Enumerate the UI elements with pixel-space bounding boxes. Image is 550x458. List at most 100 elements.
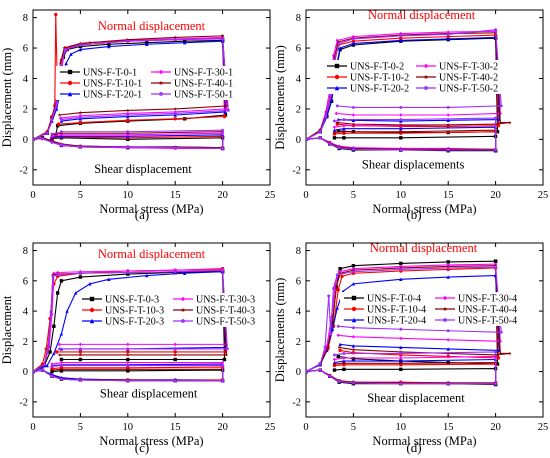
data-point-marker	[59, 117, 64, 121]
data-point-marker	[78, 117, 83, 121]
x-tick-label: 25	[538, 190, 549, 201]
data-point-marker	[40, 368, 45, 372]
data-point-marker	[173, 378, 177, 383]
legend-swatch-marker	[89, 296, 95, 302]
x-tick-label: 15	[443, 190, 454, 201]
legend-swatch-marker	[67, 69, 73, 75]
data-point-marker	[126, 350, 130, 354]
data-point-marker	[220, 363, 225, 367]
data-point-marker	[220, 268, 225, 272]
y-tick-label: 8	[23, 246, 28, 257]
data-point-marker	[220, 34, 225, 38]
data-point-marker	[220, 37, 225, 41]
data-point-marker	[126, 353, 130, 357]
data-point-marker	[351, 335, 356, 339]
data-point-marker	[78, 350, 83, 354]
panel-caption: (c)	[135, 440, 149, 455]
data-point-marker	[58, 61, 63, 65]
data-point-marker	[446, 275, 450, 279]
data-point-marker	[173, 270, 177, 274]
series-line-normal_unload	[61, 41, 227, 122]
x-tick-label: 20	[217, 190, 228, 201]
data-point-marker	[446, 329, 450, 333]
x-tick-label: 20	[490, 190, 501, 201]
data-point-marker	[126, 342, 130, 347]
data-point-marker	[59, 119, 64, 123]
panel-caption: (b)	[406, 207, 421, 222]
data-point-marker	[399, 126, 403, 131]
data-point-marker	[508, 120, 512, 125]
data-point-marker	[336, 288, 340, 292]
data-point-marker	[508, 351, 512, 355]
series-line-normal_unload	[338, 264, 501, 342]
series-group	[306, 259, 512, 387]
data-point-marker	[342, 126, 346, 131]
data-point-marker	[145, 273, 149, 278]
y-axis-label: Displacements (mm)	[273, 278, 287, 383]
data-point-marker	[50, 362, 54, 366]
data-point-marker	[126, 114, 130, 119]
data-point-marker	[338, 342, 342, 347]
data-point-marker	[446, 266, 450, 270]
chart-panel-a: 0 5 10 15 20 25 -2 0 2 4 6 8 Normal stress (MPa) Disp…	[0, 9, 276, 222]
data-point-marker	[342, 356, 346, 360]
x-tick-label: 25	[538, 422, 549, 433]
legend-label: UNS-F-T-20-1	[83, 90, 142, 101]
data-point-marker	[351, 39, 356, 43]
legend-item: UNS-F-T-40-2	[416, 73, 498, 84]
data-point-marker	[55, 107, 59, 111]
data-point-marker	[173, 357, 177, 362]
legend-item: UNS-F-T-50-1	[151, 90, 233, 101]
data-point-marker	[446, 34, 450, 39]
data-point-marker	[78, 275, 83, 279]
legend-label: UNS-F-T-50-3	[196, 317, 255, 328]
data-point-marker	[126, 360, 130, 365]
series-line-normal	[306, 265, 496, 373]
data-point-marker	[498, 351, 503, 355]
legend-item: UNS-F-T-0-3	[82, 295, 159, 306]
data-point-marker	[173, 35, 177, 39]
data-point-marker	[446, 347, 450, 351]
x-tick-label: 15	[443, 422, 454, 433]
x-tick-label: 15	[170, 422, 181, 433]
data-point-marker	[446, 118, 450, 123]
y-tick-label: 4	[23, 307, 29, 318]
data-point-marker	[342, 136, 346, 140]
plot-frame	[305, 242, 544, 418]
series-line-normal_unload	[58, 38, 226, 125]
series-line-normal_unload	[337, 32, 510, 126]
legend-swatch-marker	[158, 80, 164, 85]
data-point-marker	[78, 271, 83, 275]
data-point-marker	[329, 332, 333, 336]
data-point-marker	[446, 382, 450, 386]
data-point-marker	[351, 263, 356, 268]
x-tick-label: 10	[396, 190, 407, 201]
data-point-marker	[399, 123, 403, 127]
data-point-marker	[57, 342, 62, 347]
data-point-marker	[126, 113, 130, 117]
series-UNS-F-T-50-1	[33, 37, 230, 150]
data-point-marker	[493, 382, 498, 386]
data-point-marker	[337, 41, 341, 45]
annotation-shear-displacement: Shear displacement	[94, 162, 192, 176]
x-tick-label: 25	[265, 190, 276, 201]
data-point-marker	[50, 134, 54, 139]
y-axis-label: Displacement (mm)	[0, 48, 14, 148]
legend-background	[323, 60, 501, 94]
data-point-marker	[225, 104, 230, 108]
x-tick-label: 10	[123, 422, 134, 433]
data-point-marker	[49, 310, 53, 314]
data-point-marker	[330, 327, 335, 331]
data-point-marker	[326, 345, 330, 349]
data-point-marker	[57, 353, 62, 357]
legend-item: UNS-F-T-0-2	[327, 62, 404, 73]
data-point-marker	[342, 117, 346, 121]
data-point-marker	[335, 120, 340, 125]
data-point-marker	[51, 274, 55, 278]
data-point-marker	[182, 41, 187, 45]
legend-item: UNS-F-T-0-1	[60, 68, 137, 79]
data-point-marker	[332, 136, 337, 140]
data-point-marker	[59, 377, 64, 381]
series-line-shear	[306, 137, 496, 151]
